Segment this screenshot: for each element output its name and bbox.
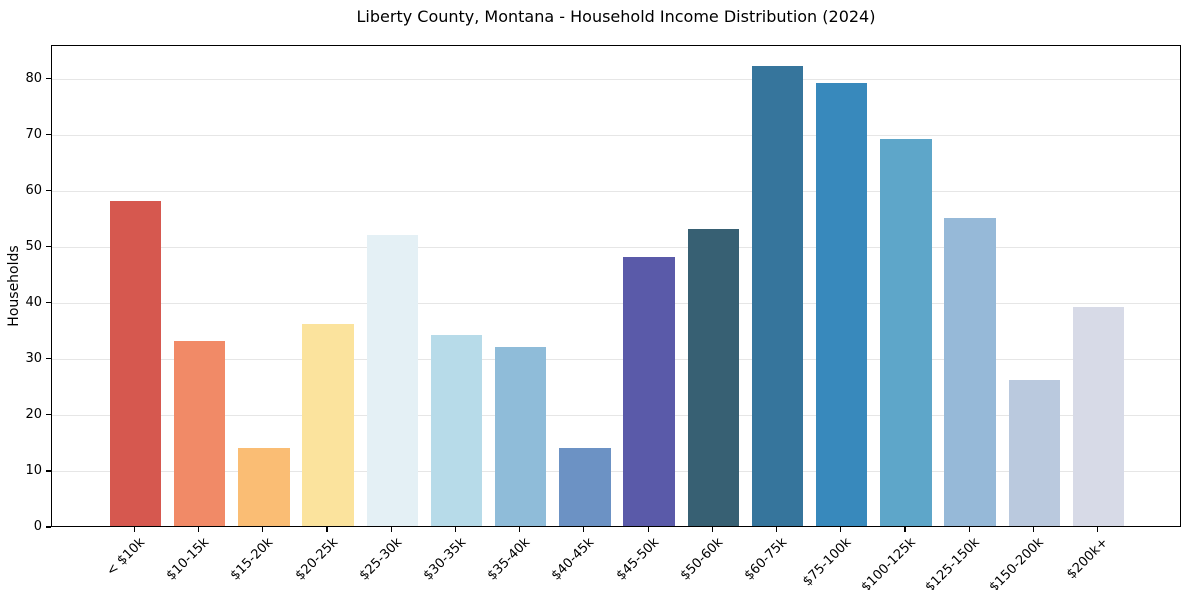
x-tick-label: $200k+ [1064,535,1112,583]
x-tick-mark [1032,527,1034,532]
y-tick-mark [46,470,51,472]
y-tick-mark [46,526,51,528]
bar-$15-20k [238,447,290,526]
bar-$50-60k [687,228,739,526]
bar-$10-15k [173,341,226,526]
x-tick-label: $150-200k [986,535,1047,590]
y-axis-label: Households [6,245,22,327]
y-tick-label: 30 [25,350,42,366]
x-tick-mark [198,527,200,532]
x-tick-label: $60-75k [741,535,791,584]
bar-$30-35k [430,335,483,526]
gridline [52,191,1180,193]
x-tick-mark [968,527,970,532]
x-tick-label: $50-60k [677,535,726,584]
y-tick-label: 50 [25,238,42,254]
x-tick-mark [647,527,649,532]
x-tick-label: $40-45k [549,535,598,584]
x-tick-label: < $10k [103,535,149,580]
x-tick-label: $100-125k [858,535,919,590]
gridline [52,135,1180,137]
gridline [52,247,1180,249]
chart-title: Liberty County, Montana - Household Inco… [356,7,876,26]
gridline [52,359,1180,361]
x-tick-mark [133,527,136,532]
bar-$45-50k [623,256,675,526]
y-tick-label: 80 [25,70,42,86]
bar-$60-75k [751,66,804,526]
bar-$20-25k [302,324,354,526]
bar-$125-150k [944,217,996,526]
gridline [52,303,1180,305]
x-tick-mark [840,527,842,532]
bar-$150-200k [1008,380,1060,526]
bar-$25-30k [366,234,418,526]
x-tick-mark [775,527,778,532]
x-tick-label: $35-40k [484,535,534,584]
x-tick-label: $125-150k [922,535,983,590]
y-tick-mark [46,134,51,136]
y-tick-mark [46,78,51,80]
y-tick-mark [46,358,51,360]
x-tick-label: $45-50k [613,535,662,584]
gridline [52,471,1180,473]
bar-$40-45k [559,447,611,526]
gridline [52,79,1180,81]
y-tick-label: 70 [25,126,42,142]
x-tick-label: $20-25k [292,535,341,584]
y-tick-label: 40 [25,294,42,310]
bar-$100-125k [880,139,932,526]
x-tick-mark [1096,527,1099,532]
x-tick-mark [326,527,328,532]
x-tick-mark [262,527,264,532]
bar-< $10k [109,200,162,526]
x-tick-mark [904,527,906,532]
plot-area [51,45,1181,527]
x-tick-mark [454,527,457,532]
bar-$75-100k [816,83,868,526]
y-tick-mark [46,246,51,248]
x-tick-mark [390,527,392,532]
x-tick-mark [583,527,585,532]
x-tick-label: $30-35k [420,535,470,584]
x-tick-label: $25-30k [356,535,405,584]
y-tick-mark [46,302,51,304]
y-tick-label: 10 [25,462,42,478]
bar-$200k+ [1072,307,1125,526]
gridline [52,415,1180,417]
y-tick-label: 0 [33,519,42,534]
bar-$35-40k [495,346,547,526]
y-tick-mark [46,414,51,416]
y-tick-label: 60 [25,182,42,198]
x-tick-label: $10-15k [163,535,213,584]
x-tick-mark [711,527,713,532]
x-tick-label: $15-20k [227,535,277,584]
y-tick-mark [46,190,51,192]
x-tick-label: $75-100k [799,535,855,590]
x-tick-mark [519,527,521,532]
y-tick-label: 20 [25,406,42,422]
